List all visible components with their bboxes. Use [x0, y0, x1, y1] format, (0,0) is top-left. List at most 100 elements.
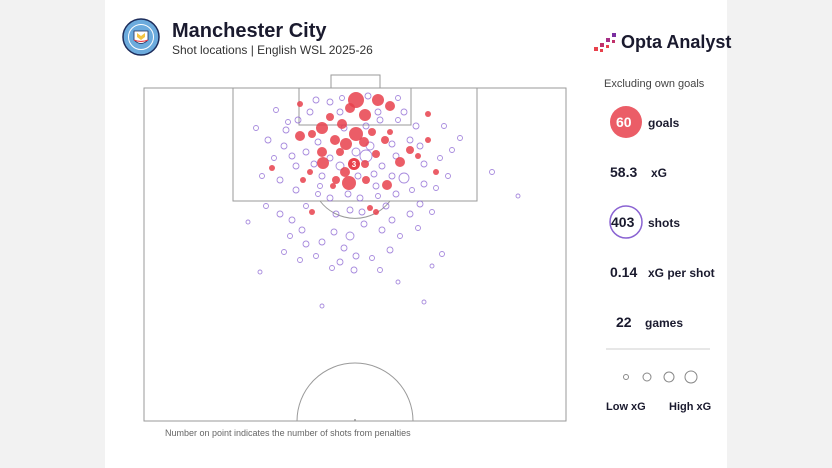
shot-point [340, 244, 348, 252]
goal-point [317, 157, 329, 169]
brand-name: Opta Analyst [621, 32, 732, 52]
goal-point [300, 177, 306, 183]
shot-point [292, 162, 300, 170]
shot-point [292, 186, 300, 194]
shot-point [420, 180, 428, 188]
shot-point [280, 142, 288, 150]
goal-point [336, 148, 344, 156]
shot-point [386, 246, 394, 254]
shot-point [346, 206, 354, 214]
goals-label: goals [648, 116, 680, 130]
goal-point [345, 103, 355, 113]
goal-point [332, 176, 340, 184]
legend-size-3 [663, 371, 675, 383]
goal-point [415, 153, 421, 159]
shot-point [336, 108, 344, 116]
shot-point [369, 255, 375, 261]
shot-point [409, 187, 415, 193]
legend-low-label: Low xG [606, 401, 646, 413]
goals-badge-icon [610, 106, 642, 138]
shot-point [416, 200, 424, 208]
opta-logo-icon [594, 33, 616, 52]
goal-point [317, 147, 327, 157]
goal [330, 74, 381, 89]
shot-point [439, 251, 445, 257]
xg-value: 58.3 [610, 164, 638, 180]
legend-size-4 [684, 370, 698, 384]
shot-point [370, 170, 378, 178]
goal-point [387, 129, 393, 135]
shot-point [345, 231, 355, 241]
shot-point [271, 155, 277, 161]
shot-point [377, 267, 383, 273]
pitch-lines [143, 74, 567, 422]
goal-point [381, 136, 389, 144]
shot-point [253, 125, 259, 131]
shot-point [344, 190, 352, 198]
goal-point [308, 130, 316, 138]
goals-layer [269, 92, 439, 215]
shot-point [336, 258, 344, 266]
goal-point [269, 165, 275, 171]
goal-point [359, 137, 369, 147]
goal-point [372, 94, 384, 106]
shot-point [350, 266, 358, 274]
shot-point [421, 299, 427, 305]
shot-point [437, 155, 443, 161]
shot-point [395, 117, 401, 123]
goal-point [337, 119, 347, 129]
shot-point [297, 257, 303, 263]
shot-point [372, 182, 380, 190]
goal-point [307, 169, 313, 175]
shot-point [395, 279, 401, 285]
shot-point [276, 176, 284, 184]
shot-point [420, 160, 428, 168]
shot-point [382, 202, 390, 210]
shot-point [288, 152, 296, 160]
goal-point [362, 176, 370, 184]
goal-point [372, 150, 380, 158]
goal-point [316, 122, 328, 134]
shot-point [376, 116, 384, 124]
shot-point [416, 142, 424, 150]
legend-high-label: High xG [669, 401, 712, 413]
goal-point [361, 160, 369, 168]
goal-point [326, 113, 334, 121]
shot-point [281, 249, 287, 255]
goal-point [425, 137, 431, 143]
goal-point [295, 131, 305, 141]
goal-point [395, 157, 405, 167]
shot-point [302, 148, 310, 156]
goal-point [425, 111, 431, 117]
goal-point [297, 101, 303, 107]
shot-point [318, 238, 326, 246]
shot-point [378, 226, 386, 234]
goal-point [385, 101, 395, 111]
shot-point [429, 263, 435, 269]
stats-note: Excluding own goals [604, 78, 705, 90]
shot-point [388, 172, 396, 180]
shot-point [374, 108, 382, 116]
shot-point [285, 119, 291, 125]
goal-point [349, 127, 363, 141]
xg-size-legend [623, 370, 698, 384]
shot-point [433, 185, 439, 191]
centre-circle [296, 362, 414, 422]
goal-point [373, 209, 379, 215]
shot-point [449, 147, 455, 153]
shot-point [288, 216, 296, 224]
shot-point [287, 233, 293, 239]
games-value: 22 [616, 314, 632, 330]
shot-point [314, 138, 322, 146]
goal-point [330, 135, 340, 145]
shot-point [326, 154, 334, 162]
shot-point [412, 122, 420, 130]
shot-point [351, 147, 361, 157]
shot-point [245, 219, 251, 225]
shot-point [310, 160, 318, 168]
shot-point [388, 140, 396, 148]
shot-point [313, 253, 319, 259]
shot-point [406, 136, 414, 144]
legend-size-1 [623, 374, 629, 380]
shot-point [358, 208, 366, 216]
